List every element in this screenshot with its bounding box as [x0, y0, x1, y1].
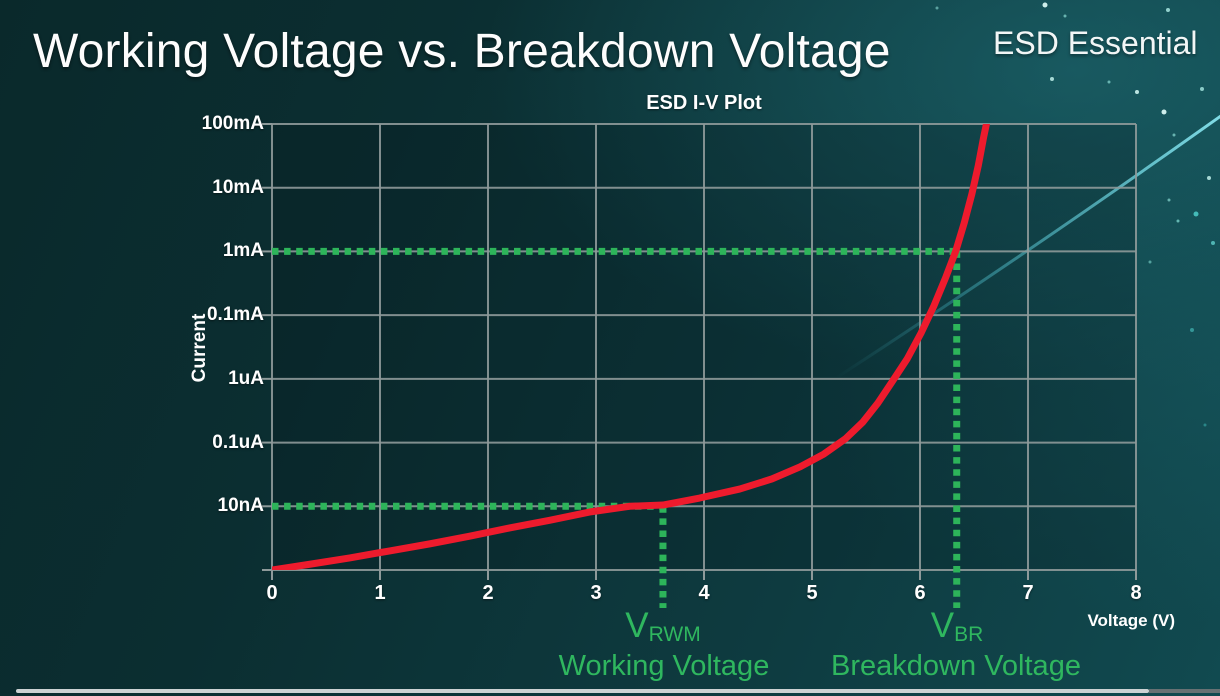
x-tick-label: 4 [698, 582, 710, 604]
background-star-dot [1050, 77, 1054, 81]
x-tick-label: 5 [806, 582, 818, 604]
background-star-dot [1148, 260, 1152, 264]
background-star-dot [1190, 328, 1194, 332]
background-star-dot [1063, 14, 1067, 18]
annotation-vrwm: VRWM [598, 606, 728, 647]
background-star-dot [1042, 2, 1048, 8]
y-tick-label: 1uA [228, 367, 264, 389]
y-tick-label: 0.1mA [206, 304, 264, 326]
annotation-vbr: VBR [895, 606, 1019, 647]
page-title: Working Voltage vs. Breakdown Voltage [33, 25, 891, 78]
y-tick-label: 1mA [222, 240, 264, 262]
vrwm-symbol: V [625, 606, 649, 645]
x-tick-label: 7 [1022, 582, 1034, 604]
y-tick-label: 0.1uA [212, 431, 264, 453]
x-axis-label: Voltage (V) [1087, 611, 1175, 630]
background-star-dot [1211, 241, 1215, 245]
video-seekbar[interactable] [0, 688, 1220, 696]
background-star-dot [1176, 219, 1180, 223]
background-star-dot [1203, 423, 1207, 427]
background-star-dot [1172, 133, 1176, 137]
y-tick-label: 100mA [201, 113, 264, 134]
background-star-dot [1135, 90, 1139, 94]
seekbar-played [16, 689, 1149, 693]
brand-logo-text: ESD Essential [993, 25, 1198, 61]
background-star-dot [1166, 8, 1170, 12]
x-tick-label: 0 [266, 582, 278, 604]
chart-title: ESD I-V Plot [646, 92, 762, 114]
iv-curve [272, 124, 990, 570]
background-star-dot [935, 6, 939, 10]
background-star-dot [1207, 176, 1211, 180]
y-tick-label: 10mA [212, 176, 264, 198]
background-star-dot [1161, 109, 1167, 115]
background-star-dot [1107, 80, 1111, 84]
annotation-vrwm-caption: Working Voltage [558, 650, 770, 682]
x-tick-label: 6 [914, 582, 926, 604]
vrwm-subscript: RWM [648, 623, 701, 647]
x-tick-label: 2 [482, 582, 494, 604]
background-swoosh-line [835, 114, 1220, 380]
y-tick-label: 10nA [217, 495, 264, 517]
background-star-dot [1193, 211, 1199, 217]
x-tick-label: 3 [590, 582, 602, 604]
background-star-dot [1167, 198, 1171, 202]
vbr-subscript: BR [954, 623, 984, 647]
x-tick-label: 1 [374, 582, 386, 604]
annotation-vbr-caption: Breakdown Voltage [831, 650, 1081, 682]
background-star-dot [1200, 87, 1204, 91]
seekbar-remaining [1149, 689, 1220, 693]
x-tick-label: 8 [1130, 582, 1142, 604]
vbr-symbol: V [930, 606, 955, 645]
